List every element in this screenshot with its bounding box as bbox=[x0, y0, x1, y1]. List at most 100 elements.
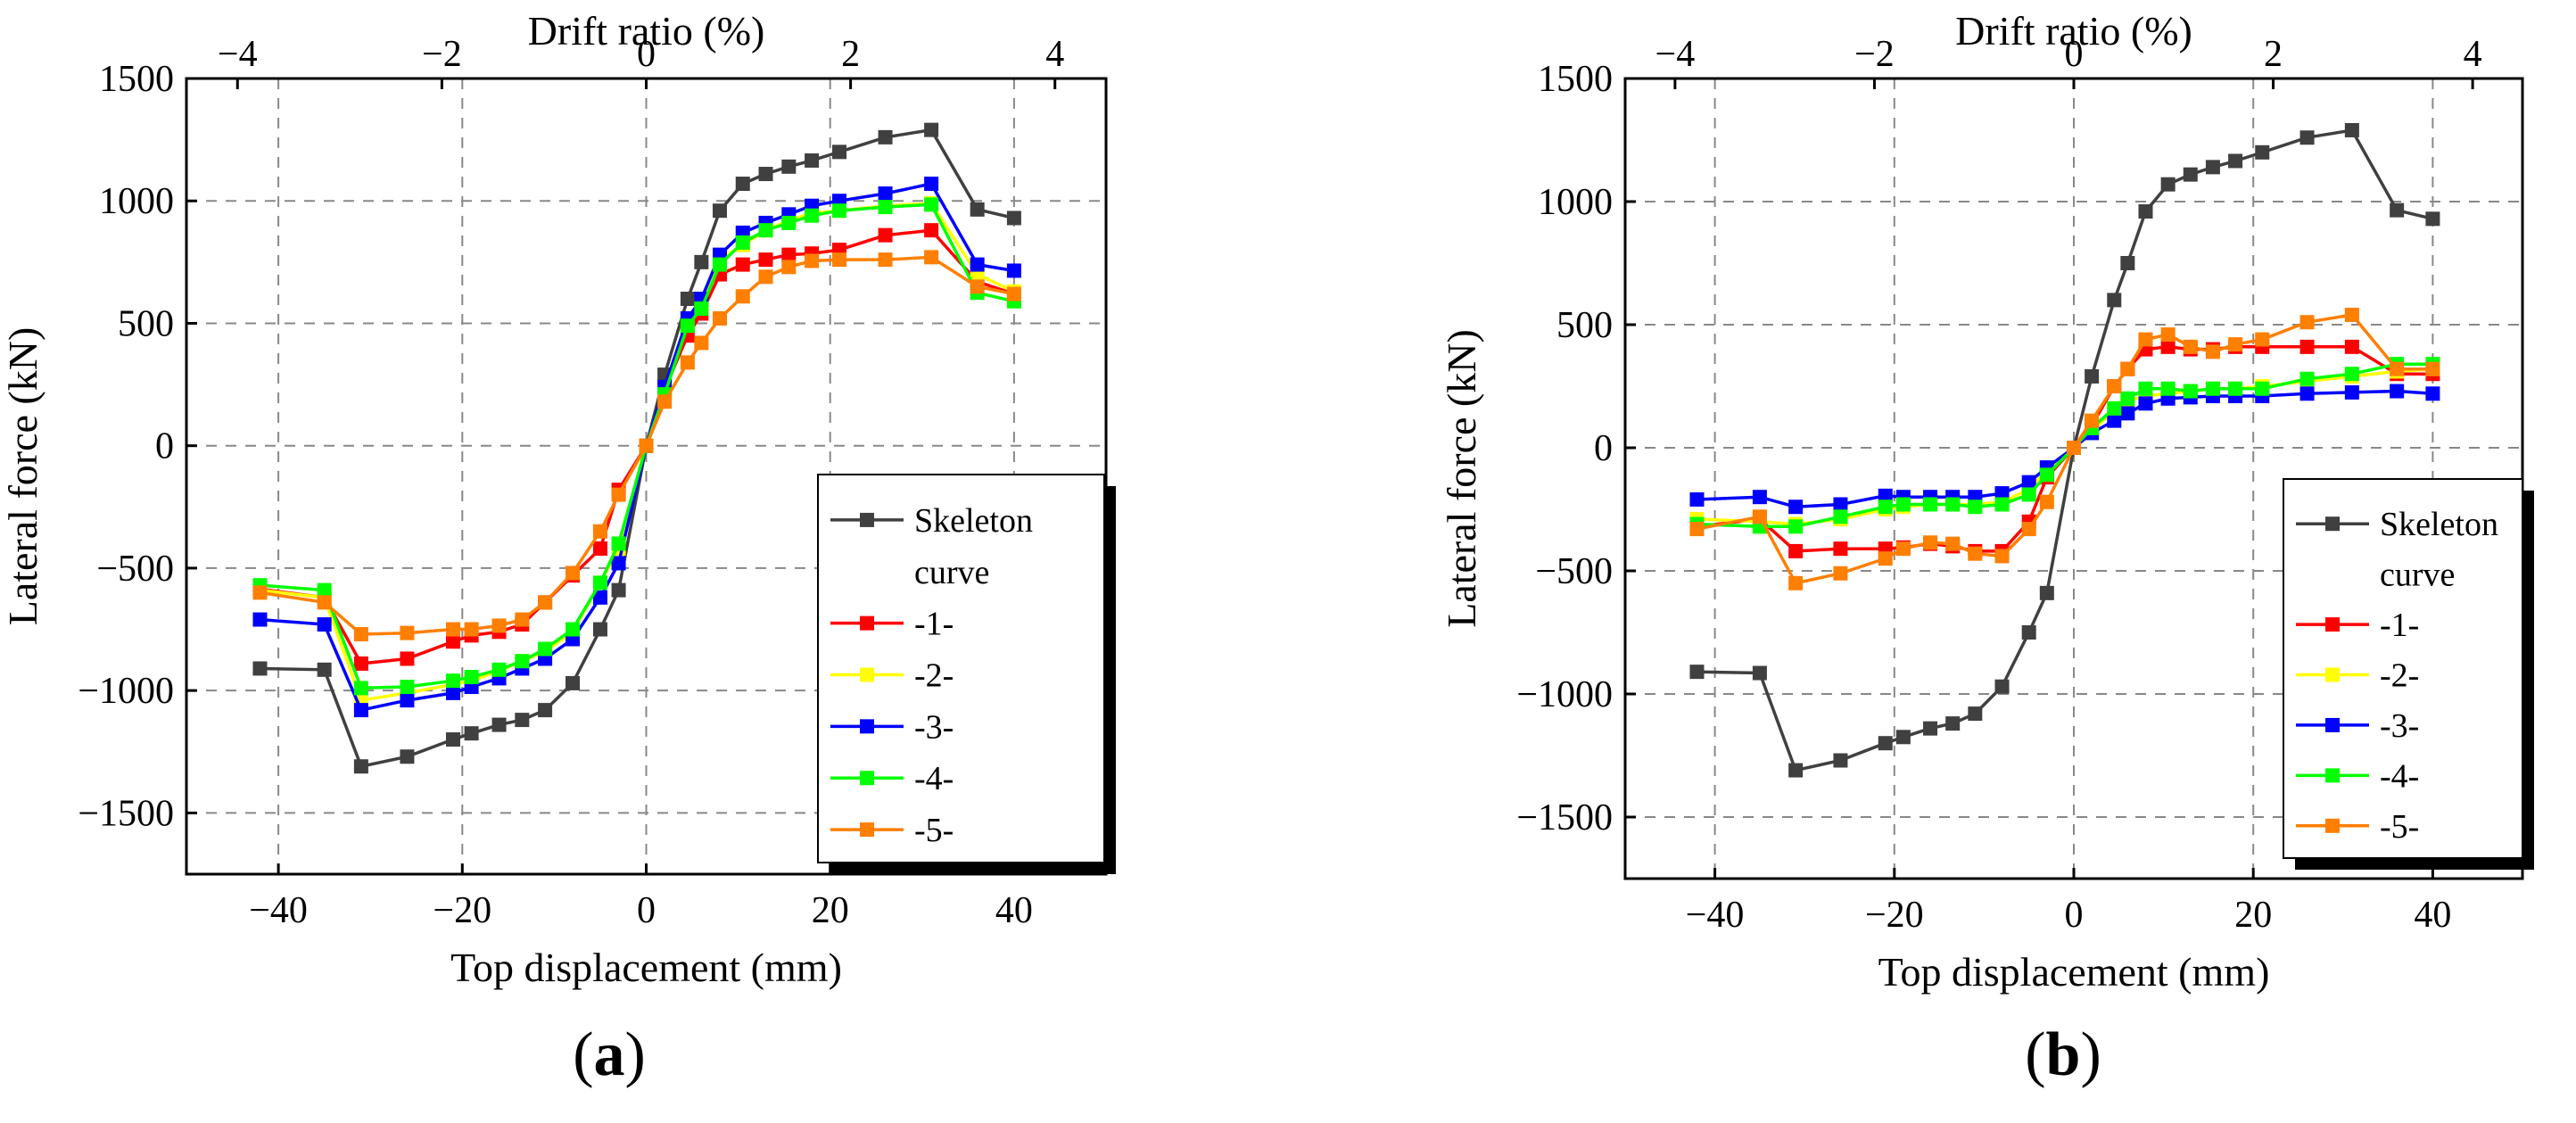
chart-a-x2tick-label: 0 bbox=[637, 34, 656, 75]
chart-panel-b: −40 −20 0 20 40−4 −2 0 2 4−1500−1000−50005001000… bbox=[1439, 8, 2534, 1089]
chart-b-legend-swatch-marker bbox=[2325, 516, 2340, 532]
chart-b-data-point bbox=[2107, 293, 2122, 308]
chart-b-data-point bbox=[1968, 500, 1983, 515]
chart-a-data-point bbox=[400, 693, 415, 708]
chart-b-data-point bbox=[1752, 490, 1767, 505]
chart-b-data-point bbox=[1994, 679, 2010, 694]
chart-a-data-point bbox=[445, 673, 460, 689]
chart-panel-a: −40 −20 0 20 40−4 −2 0 2 4−1500−1000−50005001000… bbox=[0, 8, 1116, 1089]
chart-b-legend-label: -5- bbox=[2380, 808, 2419, 846]
chart-a-ytick-label: −500 bbox=[96, 549, 174, 590]
chart-a-data-point bbox=[694, 335, 709, 351]
chart-a-data-point bbox=[592, 524, 607, 539]
chart-a-ytick-label: −1500 bbox=[78, 793, 174, 834]
chart-a-data-point bbox=[878, 252, 893, 268]
chart-a-data-point bbox=[758, 269, 773, 285]
chart-a-data-point bbox=[252, 612, 268, 627]
chart-a-data-point bbox=[1006, 263, 1021, 278]
chart-b-data-point bbox=[2299, 315, 2315, 330]
chart-a-xtick-label: −20 bbox=[433, 890, 491, 931]
chart-a-data-point bbox=[515, 713, 530, 728]
chart-b-data-point bbox=[1878, 500, 1893, 515]
chart-a-xtick-label: 40 bbox=[995, 890, 1033, 931]
chart-b-data-point bbox=[2120, 361, 2135, 376]
chart-a-data-point bbox=[832, 252, 847, 268]
chart-a-data-point bbox=[611, 487, 626, 502]
chart-b-data-point bbox=[1878, 551, 1893, 566]
chart-a-legend-label: -4- bbox=[914, 760, 954, 797]
chart-b-panel-label-close: ) bbox=[2080, 1020, 2101, 1089]
chart-a-panel-label-open: ( bbox=[573, 1020, 593, 1089]
chart-a-data-point bbox=[566, 622, 581, 637]
chart-b-panel-label-open: ( bbox=[2025, 1020, 2045, 1089]
chart-b-ytick-label: −1000 bbox=[1516, 674, 1613, 715]
chart-a-data-point bbox=[491, 662, 507, 677]
chart-b-data-point bbox=[2107, 400, 2122, 416]
chart-a-data-point bbox=[758, 223, 773, 238]
chart-a-data-point bbox=[758, 167, 773, 182]
chart-a-data-point bbox=[400, 680, 415, 695]
chart-b-data-point bbox=[1788, 575, 1804, 590]
chart-b-data-point bbox=[2021, 625, 2036, 640]
chart-b-data-point bbox=[1689, 522, 1705, 537]
chart-a-data-point bbox=[491, 618, 507, 633]
chart-a-legend-swatch-marker bbox=[860, 615, 874, 631]
chart-b-data-point bbox=[2039, 494, 2054, 509]
chart-b-data-point bbox=[2067, 441, 2081, 455]
chart-a-data-point bbox=[592, 590, 607, 605]
chart-b-x2tick-label: 0 bbox=[2065, 34, 2084, 75]
chart-b-ytick-label: 0 bbox=[1594, 428, 1613, 469]
chart-b-data-point bbox=[2183, 339, 2198, 354]
chart-a-data-point bbox=[445, 685, 460, 700]
chart-b-data-point bbox=[2021, 522, 2036, 537]
chart-b-data-point bbox=[1788, 763, 1804, 778]
chart-b-x2tick-label: 2 bbox=[2264, 34, 2283, 75]
chart-b-data-point bbox=[2160, 381, 2176, 396]
chart-b-data-point bbox=[2107, 379, 2122, 393]
chart-a-data-point bbox=[611, 556, 626, 571]
chart-a-legend-label: curve bbox=[914, 554, 989, 591]
chart-a-data-point bbox=[805, 253, 820, 268]
chart-b-data-point bbox=[1878, 736, 1893, 751]
chart-a-data-point bbox=[400, 749, 415, 764]
chart-b-data-point bbox=[1833, 753, 1848, 768]
chart-b-data-point bbox=[1895, 497, 1911, 512]
chart-a-data-point bbox=[924, 177, 939, 192]
chart-b-data-point bbox=[2138, 396, 2153, 411]
chart-b-ytick-label: 1500 bbox=[1538, 59, 1613, 100]
chart-b-data-point bbox=[1994, 486, 2010, 501]
chart-a-data-point bbox=[353, 627, 368, 642]
chart-a-series-5 bbox=[252, 250, 1021, 642]
chart-b-data-point bbox=[1752, 509, 1767, 524]
chart-b-panel-label: (b) bbox=[2025, 1020, 2101, 1089]
chart-a-legend-swatch-marker bbox=[860, 822, 874, 838]
chart-b-data-point bbox=[2085, 413, 2100, 428]
chart-a-data-point bbox=[445, 622, 460, 637]
chart-a-data-point bbox=[353, 681, 368, 696]
chart-b-ytick-label: 1000 bbox=[1538, 182, 1613, 223]
chart-b-data-point bbox=[2390, 202, 2405, 218]
chart-b-data-point bbox=[2299, 339, 2315, 354]
chart-b-data-point bbox=[2138, 381, 2153, 396]
chart-b-panel-label-letter: b bbox=[2046, 1020, 2081, 1089]
chart-b-data-point bbox=[1968, 546, 1983, 561]
chart-a-data-point bbox=[252, 661, 268, 676]
chart-a-data-point bbox=[970, 202, 985, 217]
chart-b-data-point bbox=[1945, 536, 1961, 551]
chart-b-xlabel: Top displacement (mm) bbox=[1878, 949, 2270, 995]
chart-b-data-point bbox=[2228, 153, 2243, 169]
chart-a-data-point bbox=[400, 625, 415, 640]
chart-a-data-point bbox=[592, 622, 607, 637]
chart-a-data-point bbox=[832, 203, 847, 219]
chart-a-ytick-label: 1500 bbox=[99, 59, 174, 100]
chart-a-x2tick-label: 2 bbox=[841, 34, 860, 75]
chart-a-legend-swatch-marker bbox=[860, 719, 874, 734]
chart-b-legend-swatch-marker bbox=[2325, 617, 2340, 632]
chart-a-data-point bbox=[538, 703, 553, 718]
chart-a-ytick-label: 500 bbox=[118, 303, 174, 344]
chart-b-data-point bbox=[2425, 361, 2440, 376]
chart-a-data-point bbox=[1006, 211, 1021, 226]
chart-a-data-point bbox=[400, 651, 415, 666]
chart-b-data-point bbox=[1689, 491, 1705, 507]
chart-a-data-point bbox=[712, 310, 727, 326]
